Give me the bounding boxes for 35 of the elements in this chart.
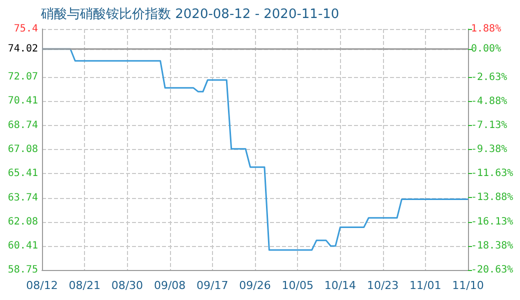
x-tick-label: 09/08 <box>154 279 186 292</box>
y-tick-label: 58.75 <box>8 264 38 276</box>
y-tick-label: 75.4 <box>14 24 38 34</box>
chart-title: 硝酸与硝酸铵比价指数 2020-08-12 - 2020-11-10 <box>40 7 340 22</box>
x-tick-label: 10/23 <box>366 279 399 292</box>
x-tick-label: 08/21 <box>68 279 100 292</box>
x-tick-label: 11/01 <box>410 279 442 292</box>
y2-tick-label: 0.00% <box>471 44 502 55</box>
y-tick-label: 74.02 <box>8 43 38 54</box>
y-tick-label: 65.41 <box>8 168 38 180</box>
y-tick-label: 63.74 <box>8 192 38 204</box>
y2-tick-label: -9.38% <box>471 144 508 156</box>
x-tick-label: 08/30 <box>111 279 144 292</box>
y2-tick-label: 1.88% <box>471 24 502 34</box>
y2-tick-label: -13.88% <box>471 192 514 204</box>
x-tick-label: 10/14 <box>324 279 356 292</box>
y-tick-label: 60.41 <box>8 240 38 252</box>
y2-tick-label: -4.88% <box>471 96 508 107</box>
y2-tick-label: -20.63% <box>471 264 514 276</box>
y-tick-label: 62.08 <box>8 216 38 228</box>
y-tick-label: 70.41 <box>8 96 38 107</box>
line-series <box>41 48 469 251</box>
y2-tick-label: -18.38% <box>471 240 514 252</box>
x-tick-label: 09/26 <box>239 279 271 292</box>
x-tick-label: 09/17 <box>196 279 228 292</box>
x-tick-label: 11/10 <box>452 279 484 292</box>
x-tick-label: 10/05 <box>282 279 314 292</box>
x-tick-label: 08/12 <box>26 279 58 292</box>
y2-tick-label: -2.63% <box>471 72 508 83</box>
y2-tick-label: -16.13% <box>471 216 514 228</box>
y-tick-label: 72.07 <box>8 72 38 83</box>
y2-tick-label: -11.63% <box>471 168 514 180</box>
y-tick-label: 68.74 <box>8 120 38 131</box>
y-tick-label: 67.08 <box>8 144 38 155</box>
y2-tick-label: -7.13% <box>471 120 508 131</box>
